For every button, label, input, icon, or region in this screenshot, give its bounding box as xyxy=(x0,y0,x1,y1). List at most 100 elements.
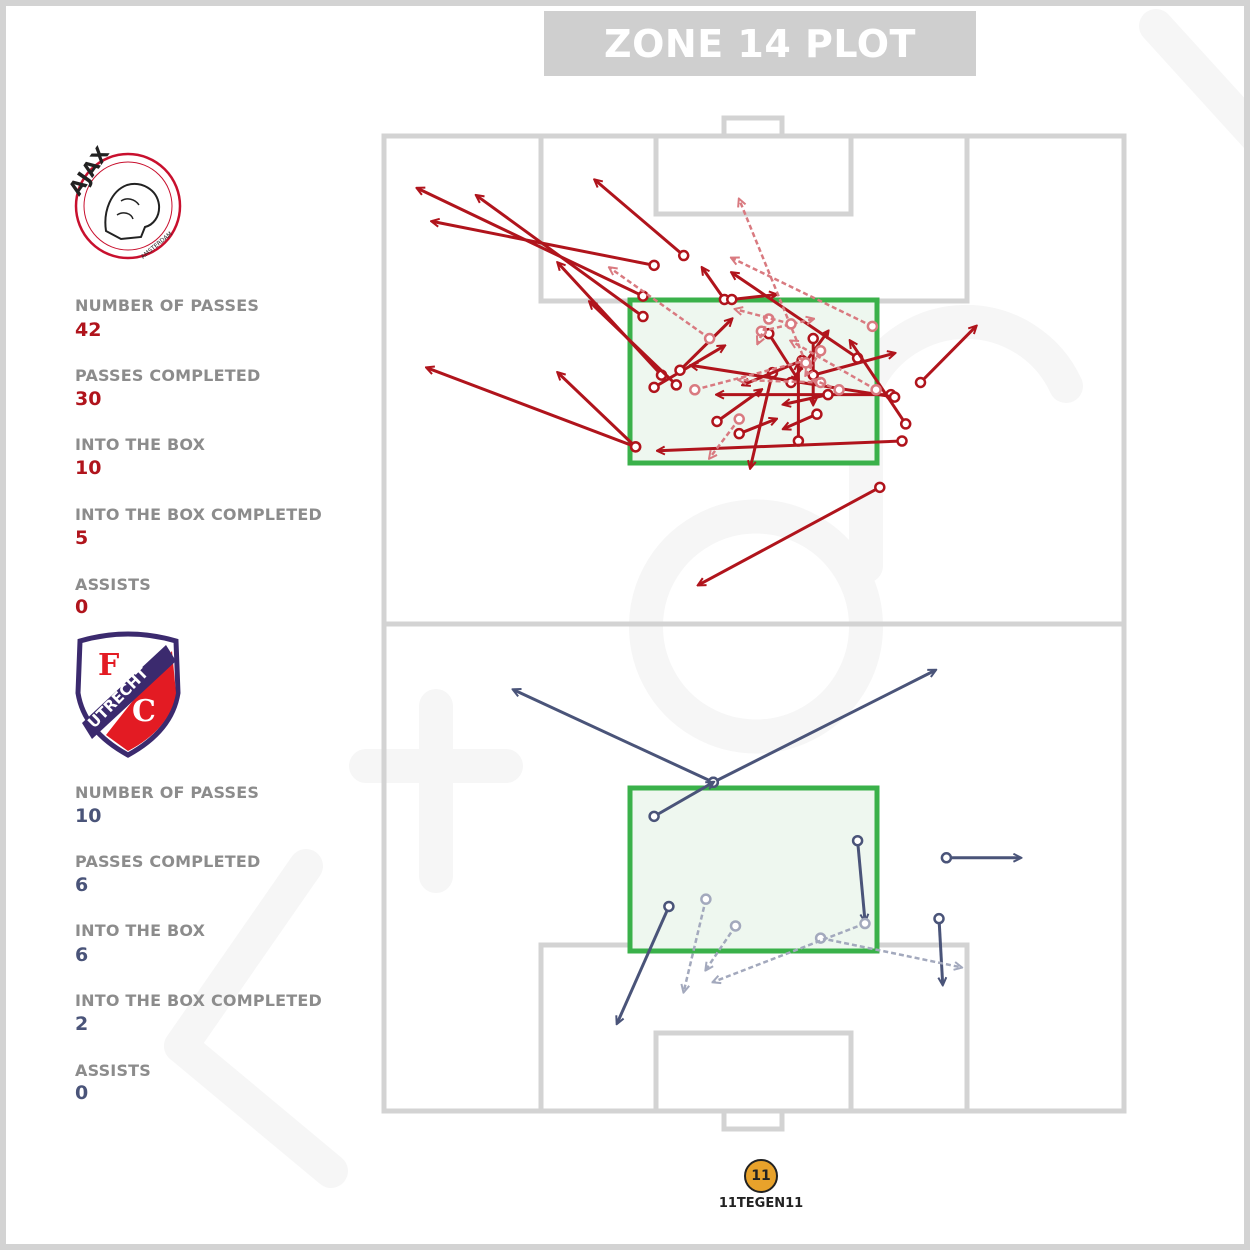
ajax-pass-30 xyxy=(658,439,903,451)
ajax-completed-label: PASSES COMPLETED xyxy=(75,366,261,385)
ajax-pass-origin-27 xyxy=(807,369,819,381)
ajax-pass-36 xyxy=(739,380,821,382)
ajax-pass-origin-6 xyxy=(629,441,642,453)
title-bar: ZONE 14 PLOT xyxy=(544,11,976,76)
utrecht-pass-2 xyxy=(712,670,935,784)
utrecht-pass-6 xyxy=(939,918,943,985)
ajax-pass-27 xyxy=(812,353,894,377)
ajax-pass-29 xyxy=(699,486,881,585)
ajax-pass-41 xyxy=(736,309,792,326)
ajax-pass-origin-29 xyxy=(874,481,886,494)
ajax-pass-12 xyxy=(750,372,774,468)
ajax-into-box-label: INTO THE BOX xyxy=(75,435,206,454)
pitch-chart xyxy=(381,115,1127,1132)
utrecht-pass-origin-8 xyxy=(700,893,712,905)
utrecht-completed-value: 6 xyxy=(75,874,89,896)
utrecht-pass-4 xyxy=(856,840,865,921)
ajax-pass-2 xyxy=(595,180,685,257)
ajax-pass-origin-41 xyxy=(785,318,797,330)
ajax-pass-26 xyxy=(850,341,907,425)
utrecht-pass-origin-9 xyxy=(729,920,742,932)
utrecht-into-box-value: 6 xyxy=(75,944,89,966)
ajax-assists-value: 0 xyxy=(75,596,89,618)
utrecht-pass-origin-4 xyxy=(851,834,864,847)
footer-logo-text: 11TEGEN11 xyxy=(718,1196,804,1211)
utrecht-pass-origin-7 xyxy=(663,900,675,913)
footer-logo: 11 11TEGEN11 xyxy=(711,1159,811,1211)
ajax-pass-17 xyxy=(919,326,977,384)
ajax-pass-34 xyxy=(710,418,741,458)
ajax-pass-22 xyxy=(716,390,761,423)
ajax-pass-6 xyxy=(558,373,637,448)
ajax-pass-origin-3 xyxy=(637,310,649,323)
utrecht-into-box-label: INTO THE BOX xyxy=(75,921,206,940)
ajax-assists-label: ASSISTS xyxy=(75,575,152,594)
ajax-pass-origin-1 xyxy=(637,290,649,302)
bottom-six-yard-box xyxy=(653,1030,854,1114)
ajax-pass-origin-18 xyxy=(674,364,686,376)
utrecht-pass-9 xyxy=(706,925,737,970)
ajax-pass-19 xyxy=(767,332,799,380)
utrecht-box-completed-value: 2 xyxy=(75,1013,89,1035)
ajax-pass-11 xyxy=(731,295,776,301)
utrecht-logo-letter-f: F xyxy=(98,648,119,683)
ajax-passes-label: NUMBER OF PASSES xyxy=(75,296,260,315)
ajax-pass-origin-8 xyxy=(670,379,683,391)
utrecht-pass-origin-5 xyxy=(940,852,953,864)
ajax-pass-5 xyxy=(427,368,637,449)
ajax-pass-origin-39 xyxy=(800,357,812,369)
utrecht-pass-7 xyxy=(617,905,671,1023)
utrecht-logo: F C UTRECHT xyxy=(75,631,181,758)
utrecht-passes-label: NUMBER OF PASSES xyxy=(75,783,260,802)
ajax-pass-origin-34 xyxy=(733,413,745,425)
ajax-pass-origin-25 xyxy=(811,408,823,420)
utrecht-completed-label: PASSES COMPLETED xyxy=(75,852,261,871)
ajax-pass-origin-30 xyxy=(896,435,908,447)
utrecht-pass-11 xyxy=(713,922,866,982)
ajax-pass-origin-38 xyxy=(833,384,845,396)
top-goal xyxy=(721,115,785,139)
ajax-pass-layer xyxy=(417,180,976,585)
ajax-pass-origin-31 xyxy=(689,384,701,396)
ajax-pass-origin-4 xyxy=(648,259,660,272)
ajax-pass-8 xyxy=(590,302,678,386)
ajax-pass-origin-14 xyxy=(888,391,901,403)
ajax-pass-origin-32 xyxy=(703,332,716,345)
utrecht-logo-letter-c: C xyxy=(132,694,156,729)
utrecht-pass-layer xyxy=(514,670,1021,1023)
ajax-pass-9 xyxy=(732,273,859,360)
ajax-pass-32 xyxy=(610,268,711,340)
utrecht-assists-value: 0 xyxy=(75,1082,89,1104)
bottom-penalty-box xyxy=(538,942,970,1114)
ajax-passes-value: 42 xyxy=(75,319,102,341)
ajax-pass-3 xyxy=(477,196,644,318)
ajax-pass-origin-20 xyxy=(807,332,819,345)
ajax-pass-18 xyxy=(678,319,732,372)
utrecht-box-completed-label: INTO THE BOX COMPLETED xyxy=(75,991,323,1010)
ajax-box-completed-value: 5 xyxy=(75,527,89,549)
utrecht-assists-label: ASSISTS xyxy=(75,1061,152,1080)
ajax-pass-10 xyxy=(702,268,726,301)
ajax-pass-21 xyxy=(789,331,828,384)
ajax-pass-24 xyxy=(784,393,829,405)
ajax-logo: AJAX AMSTERDAM xyxy=(63,142,182,261)
ajax-pass-origin-42 xyxy=(870,384,882,396)
utrecht-pass-origin-11 xyxy=(859,917,871,930)
page-title: ZONE 14 PLOT xyxy=(604,21,916,66)
utrecht-pass-1 xyxy=(514,690,714,784)
ajax-pass-16 xyxy=(653,346,724,389)
ajax-pass-31 xyxy=(694,360,806,391)
ajax-into-box-value: 10 xyxy=(75,457,102,479)
footer-badge: 11 xyxy=(744,1159,778,1193)
ajax-pass-origin-11 xyxy=(726,293,738,306)
utrecht-pass-3 xyxy=(653,782,713,818)
ajax-pass-origin-37 xyxy=(814,344,827,357)
ajax-pass-39 xyxy=(739,199,807,364)
utrecht-passes-value: 10 xyxy=(75,805,102,827)
ajax-pass-origin-24 xyxy=(822,388,834,401)
top-six-yard-box xyxy=(653,133,854,217)
utrecht-pass-origin-6 xyxy=(933,912,945,925)
ajax-pass-origin-26 xyxy=(899,418,912,430)
ajax-pass-23 xyxy=(738,419,776,436)
utrecht-pass-origin-3 xyxy=(648,810,660,823)
